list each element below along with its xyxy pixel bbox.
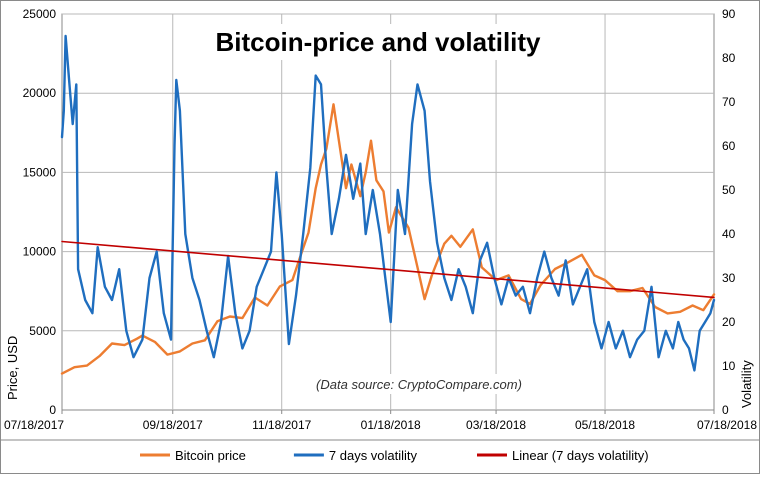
title-box: [192, 24, 564, 60]
y2-tick-label: 90: [722, 7, 736, 21]
y2-tick-label: 80: [722, 51, 736, 65]
chart-title: Bitcoin-price and volatility: [215, 27, 541, 57]
x-tick-label: 05/18/2018: [575, 418, 635, 432]
series-line-7-days-volatility: [60, 34, 716, 372]
series-lines: [60, 34, 716, 375]
y-tick-label: 20000: [23, 86, 57, 100]
y2-axis-label: Volatility: [739, 360, 754, 408]
series-line-linear-7-days-volatility: [61, 240, 715, 299]
y2-tick-label: 70: [722, 95, 736, 109]
y2-tick-label: 20: [722, 315, 736, 329]
x-tick-label: 09/18/2017: [143, 418, 203, 432]
y-tick-label: 10000: [23, 245, 57, 259]
y2-tick-label: 40: [722, 227, 736, 241]
y2-tick-label: 30: [722, 271, 736, 285]
legend-label: 7 days volatility: [329, 448, 418, 463]
plot-area: [61, 13, 715, 411]
y2-tick-label: 60: [722, 139, 736, 153]
y-tick-label: 15000: [23, 165, 57, 179]
x-tick-label: 07/18/2018: [697, 418, 757, 432]
y2-tick-label: 0: [722, 403, 729, 417]
y-axis-label: Price, USD: [5, 336, 20, 400]
legend: Bitcoin price 7 days volatility Linear (7 …: [1, 439, 759, 463]
y-tick-label: 5000: [29, 324, 56, 338]
series-line-bitcoin-price: [60, 103, 716, 375]
annotation-box: [306, 374, 532, 394]
x-tick-label: 01/18/2018: [361, 418, 421, 432]
y-tick-label: 25000: [23, 7, 57, 21]
x-tick-label: 11/18/2017: [252, 418, 311, 432]
data-source-annotation: (Data source: CryptoCompare.com): [316, 377, 522, 392]
x-tick-label: 03/18/2018: [466, 418, 526, 432]
axes: 0 5000 10000 15000 20000 25000 0 10 20 30 40 50 60 70…: [4, 7, 757, 432]
y2-tick-label: 10: [722, 359, 736, 373]
legend-label: Bitcoin price: [175, 448, 246, 463]
y2-tick-label: 50: [722, 183, 736, 197]
legend-label: Linear (7 days volatility): [512, 448, 649, 463]
y-tick-label: 0: [49, 403, 56, 417]
x-tick-label: 07/18/2017: [4, 418, 64, 432]
